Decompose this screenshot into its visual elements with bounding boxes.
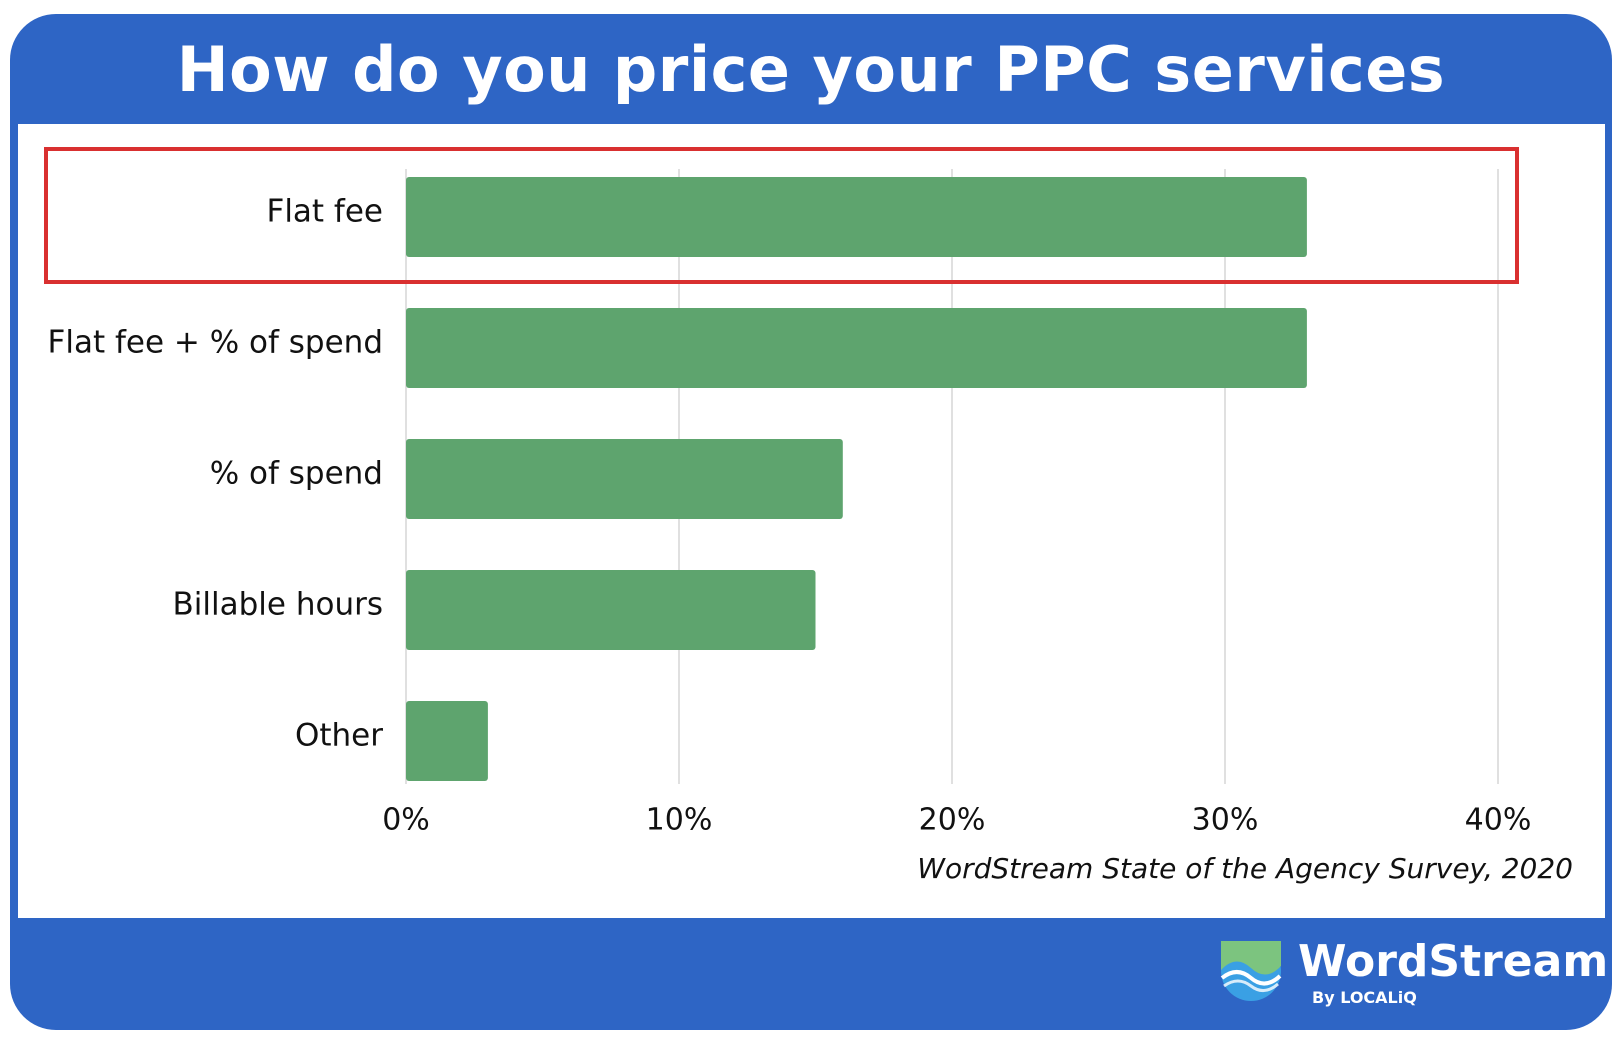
bar-chart: Flat fee Flat fee + % of spend % of spend B… — [44, 147, 1531, 838]
x-tick-label: 20% — [919, 803, 986, 838]
chart-card: How do you price your PPC services Flat … — [10, 14, 1612, 1030]
category-label: Flat fee + % of spend — [48, 325, 383, 361]
x-axis-ticks: 0% 10% 20% 30% 40% — [382, 803, 1531, 838]
bar — [406, 177, 1307, 257]
x-tick-label: 0% — [382, 803, 430, 838]
category-label: Flat fee — [266, 194, 383, 230]
category-label: Billable hours — [173, 587, 383, 623]
brand-sub: By LOCALiQ — [1312, 988, 1417, 1007]
brand-name: WordStream — [1298, 936, 1609, 987]
category-label: % of spend — [210, 456, 383, 492]
category-label: Other — [295, 718, 383, 754]
bars — [406, 177, 1307, 781]
wordstream-wave-icon — [1220, 941, 1282, 1001]
x-tick-label: 40% — [1465, 803, 1532, 838]
source-caption: WordStream State of the Agency Survey, 2… — [917, 852, 1573, 885]
highlight-box — [44, 147, 1519, 284]
bar — [406, 439, 843, 519]
bar — [406, 308, 1307, 388]
x-tick-label: 30% — [1192, 803, 1259, 838]
bar — [406, 701, 488, 781]
category-labels: Flat fee Flat fee + % of spend % of spend B… — [48, 194, 384, 754]
highlight-box-layer — [44, 147, 1519, 284]
brand-logo-block: WordStream By LOCALiQ — [1220, 936, 1608, 1016]
chart-panel: Flat fee Flat fee + % of spend % of spend B… — [18, 124, 1605, 918]
chart-title: How do you price your PPC services — [176, 33, 1446, 106]
x-tick-label: 10% — [646, 803, 713, 838]
gridlines — [405, 169, 1499, 784]
bar — [406, 570, 816, 650]
